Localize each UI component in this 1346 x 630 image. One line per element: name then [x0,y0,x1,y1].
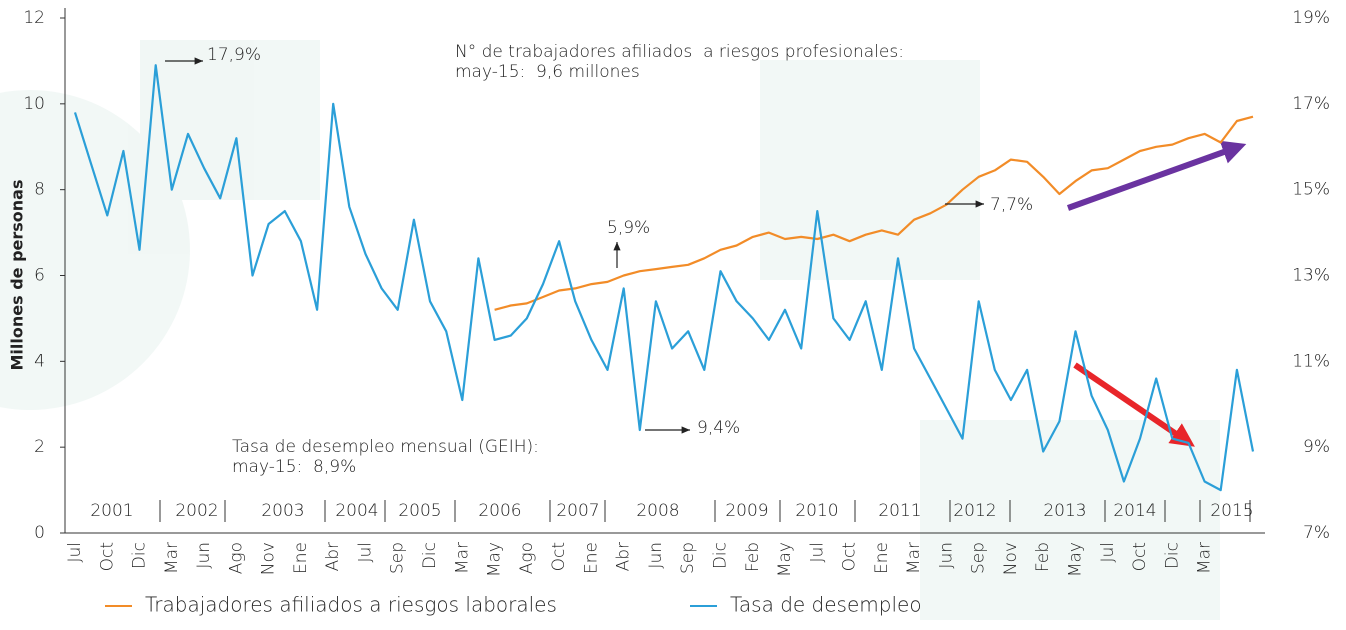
x-tick-label: May [1065,542,1085,577]
annotation: may-15: 8,9% [232,457,356,477]
x-tick-label: Sep [678,542,698,574]
x-tick-label: Oct [1130,542,1150,571]
x-tick-label: Ene [291,542,311,574]
year-label: 2007 [556,501,599,521]
year-label: 2011 [878,501,921,521]
x-tick-label: Mar [904,542,924,574]
y-tick-label: 8 [34,180,45,200]
x-tick-label: Feb [1033,542,1053,572]
year-label: 2004 [335,501,378,521]
x-tick-label: May [485,542,505,577]
annotation: 5,9% [607,218,650,238]
x-tick-label: Mar [1195,542,1215,574]
year-label: 2015 [1210,501,1253,521]
year-label: 2013 [1043,501,1086,521]
x-tick-label: Sep [388,542,408,574]
x-tick-label: Abr [323,542,343,571]
y-tick-label: 2 [34,437,45,457]
x-tick-label: Oct [97,542,117,571]
chart: Millones de personas Trabajadores afilia… [0,0,1346,630]
annotation: 17,9% [207,45,261,65]
y2-tick-label: 13% [1292,266,1330,286]
x-tick-label: Jun [936,542,956,569]
y-tick-label: 0 [34,523,45,543]
year-label: 2002 [175,501,218,521]
x-tick-label: Dic [420,542,440,569]
x-tick-label: Jul [355,542,375,563]
x-tick-label: Jul [65,542,85,563]
y-axis-title: Millones de personas [8,180,27,371]
x-tick-label: Feb [743,542,763,572]
x-tick-label: Sep [969,542,989,574]
x-tick-label: Jun [646,542,666,569]
legend-label: Trabajadores afiliados a riesgos laboral… [145,593,557,617]
annotation: may-15: 9,6 millones [455,62,640,82]
y2-tick-label: 17% [1292,94,1330,114]
year-label: 2003 [261,501,304,521]
x-tick-label: Ene [581,542,601,574]
y-tick-label: 4 [34,351,45,371]
annotation: 9,4% [697,418,740,438]
year-label: 2005 [398,501,441,521]
x-tick-label: Dic [130,542,150,569]
trend-arrow [1068,148,1235,208]
annotation: 7,7% [990,195,1033,215]
annotation: N° de trabajadores afiliados a riesgos p… [455,42,904,62]
x-tick-label: Oct [549,542,569,571]
y2-tick-label: 9% [1303,437,1330,457]
y-tick-label: 6 [34,266,45,286]
year-label: 2014 [1113,501,1156,521]
x-tick-label: Dic [1162,542,1182,569]
x-tick-label: May [775,542,795,577]
x-tick-label: Abr [614,542,634,571]
x-tick-label: Jul [807,542,827,563]
y2-tick-label: 7% [1303,523,1330,543]
x-tick-label: Nov [259,542,279,575]
y2-tick-label: 15% [1292,180,1330,200]
x-tick-label: Ene [872,542,892,574]
year-label: 2009 [725,501,768,521]
x-tick-label: Jul [1098,542,1118,563]
year-label: 2012 [953,501,996,521]
y-tick-label: 12 [23,8,45,28]
x-tick-label: Mar [452,542,472,574]
year-label: 2010 [795,501,838,521]
x-tick-label: Ago [517,542,537,574]
year-label: 2008 [636,501,679,521]
x-tick-label: Oct [840,542,860,571]
x-tick-label: Ago [226,542,246,574]
y-tick-label: 10 [23,94,45,114]
x-tick-label: Dic [710,542,730,569]
x-tick-label: Jun [194,542,214,569]
x-tick-label: Mar [162,542,182,574]
y2-tick-label: 11% [1292,351,1330,371]
legend-label: Tasa de desempleo [730,593,922,617]
y2-tick-label: 19% [1292,8,1330,28]
year-label: 2006 [478,501,521,521]
year-label: 2001 [90,501,133,521]
annotation: Tasa de desempleo mensual (GEIH): [232,437,539,457]
x-tick-label: Nov [1001,542,1021,575]
